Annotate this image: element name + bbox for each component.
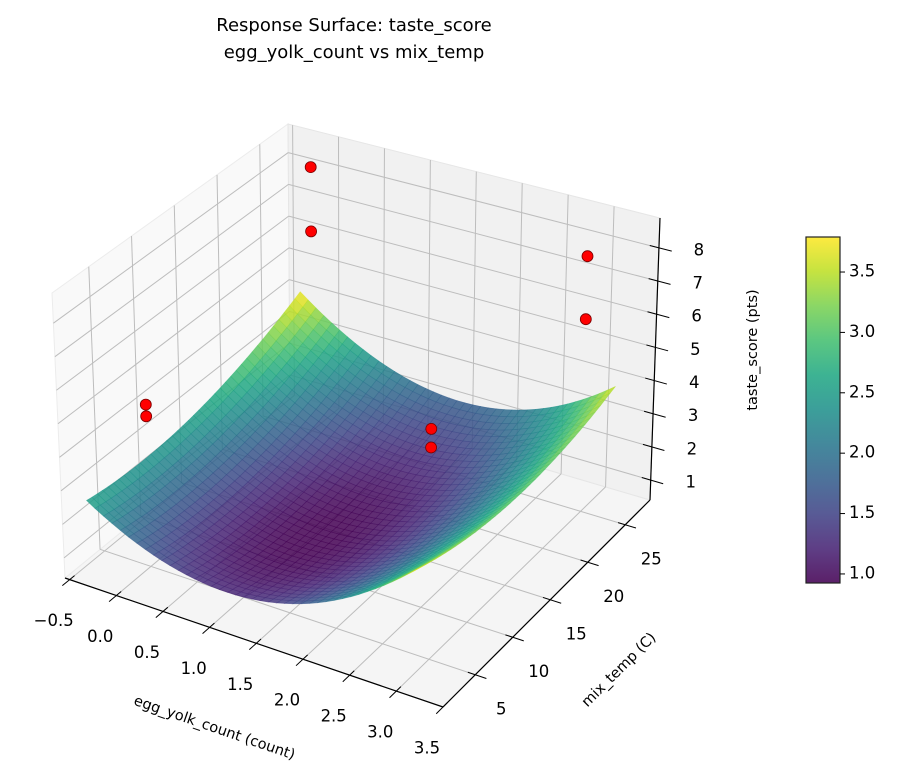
x-tick (435, 702, 448, 715)
data-point (139, 398, 152, 411)
y-tick (467, 671, 487, 679)
y-tick-label: 10 (528, 662, 549, 681)
x-tick (62, 575, 75, 586)
x-tick (155, 606, 169, 619)
data-point (425, 441, 438, 454)
z-tick-label: 4 (689, 373, 700, 392)
floor-gridline-x (349, 473, 562, 676)
left-gridline-z (56, 215, 289, 391)
x-tick (389, 686, 402, 699)
z-axis-line (649, 217, 661, 501)
colorbar-tick-label: 2.5 (849, 382, 875, 401)
z-tick-label: 5 (690, 340, 701, 359)
z-tick (642, 443, 665, 451)
colorbar-tick-label: 1.5 (849, 503, 875, 522)
surface-patch (408, 566, 422, 575)
floor-gridline-y (99, 548, 476, 676)
x-tick-label: 0.5 (134, 643, 160, 662)
y-axis-label: mix_temp (C) (579, 630, 660, 711)
z-tick (643, 410, 666, 418)
y-tick-label: 5 (496, 699, 507, 718)
chart-title: Response Surface: taste_score (216, 15, 492, 36)
colorbar: 1.0 1.5 2.0 2.5 3.0 3.5 (805, 236, 875, 584)
colorbar-tick-label: 1.0 (849, 563, 875, 582)
response-surface (86, 291, 616, 605)
colorbar-tick-label: 2.0 (849, 443, 875, 462)
floor-gridline-x (395, 486, 606, 692)
left-gridline-z (60, 311, 290, 492)
x-tick (202, 622, 215, 635)
z-tick (648, 278, 671, 285)
left-gridline-z (59, 279, 290, 458)
x-tick-label: 1.5 (227, 675, 253, 694)
z-tick-label: 3 (688, 406, 699, 425)
back-gridline-x (471, 171, 477, 448)
z-tick (641, 477, 664, 485)
z-axis-label: taste_score (pts) (745, 289, 761, 410)
back-gridline-z (288, 215, 657, 315)
back-gridline-z (288, 247, 656, 348)
data-point (581, 250, 594, 263)
z-tick (647, 311, 670, 319)
x-tick-label: 3.5 (414, 739, 440, 758)
axis-lines (62, 217, 672, 715)
x-tick (248, 638, 262, 651)
z-tick (646, 344, 669, 352)
chart-subtitle: egg_yolk_count vs mix_temp (224, 42, 485, 63)
data-point (305, 225, 318, 238)
x-axis-label: egg_yolk_count (count) (132, 693, 297, 763)
x-tick-label: 0.0 (87, 627, 113, 646)
data-point (140, 410, 153, 423)
y-tick (505, 634, 524, 642)
x-tick (295, 654, 308, 667)
back-gridline-z (288, 152, 660, 249)
colorbar-tick-label: 3.5 (849, 262, 875, 281)
y-tick-label: 15 (566, 624, 587, 643)
scatter-points (139, 161, 594, 454)
z-tick (649, 245, 672, 252)
y-axis-line (442, 499, 651, 708)
x-tick-label: 2.5 (321, 707, 347, 726)
y-tick (580, 559, 599, 567)
y-tick-label: 25 (641, 549, 662, 568)
z-tick-label: 8 (694, 240, 705, 259)
colorbar-tick-label: 3.0 (849, 322, 875, 341)
y-tick-label: 20 (603, 587, 624, 606)
data-point (579, 313, 592, 326)
x-tick-label: −0.5 (34, 611, 74, 630)
colorbar-gradient (805, 236, 841, 584)
y-tick (542, 596, 562, 604)
back-gridline-z (288, 183, 658, 282)
y-tick (617, 522, 637, 529)
x-tick-label: 1.0 (181, 659, 207, 678)
back-gridline-z (289, 279, 655, 382)
z-tick-label: 7 (693, 274, 704, 293)
tick-labels: −0.5 0.0 0.5 1.0 1.5 2.0 2.5 3.0 3.5 5 10 15 20 25 1 2 3… (34, 240, 704, 757)
x-tick (108, 591, 122, 603)
data-point (304, 161, 317, 174)
back-gridline-x (427, 159, 431, 435)
z-tick (645, 377, 667, 385)
x-axis-line (64, 577, 444, 708)
z-tick-label: 1 (685, 473, 696, 492)
back-gridline-x (605, 206, 615, 487)
data-point (425, 422, 438, 435)
z-tick-label: 6 (691, 307, 702, 326)
left-gridline-z (57, 247, 290, 425)
left-gridline-z (53, 152, 289, 324)
left-gridline-z (54, 183, 289, 358)
x-tick-label: 2.0 (274, 691, 300, 710)
x-tick-label: 3.0 (367, 723, 393, 742)
z-tick-label: 2 (687, 439, 698, 458)
x-tick (342, 670, 355, 683)
